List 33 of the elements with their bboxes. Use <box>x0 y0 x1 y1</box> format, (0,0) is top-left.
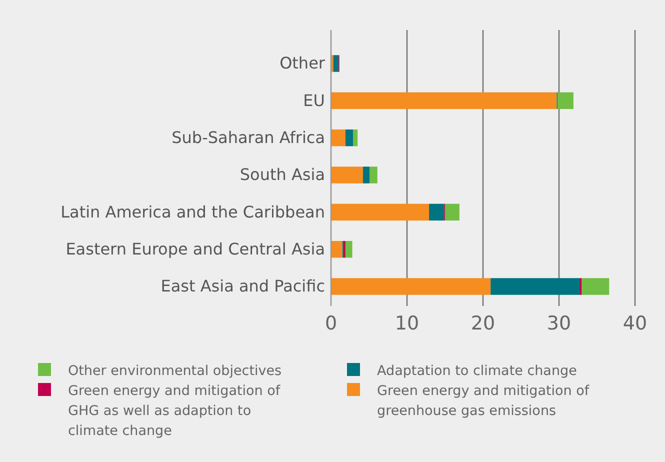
y-tick-label: Eastern Europe and Central Asia <box>66 239 325 258</box>
y-tick-label: East Asia and Pacific <box>160 276 325 296</box>
y-tick-label: Latin America and the Caribbean <box>60 202 325 222</box>
bar <box>429 204 444 221</box>
y-tick-label: South Asia <box>240 165 325 184</box>
legend-label: Green energy and mitigation of greenhouse gas emissions <box>377 383 590 419</box>
y-tick-label: Other <box>280 54 326 73</box>
bar <box>331 278 491 295</box>
bar <box>445 204 460 221</box>
bar <box>370 166 378 184</box>
y-tick-label: Sub-Saharan Africa <box>172 128 325 147</box>
legend-label: Other environmental objectives <box>68 363 282 379</box>
bar <box>331 204 430 221</box>
bar <box>345 129 354 146</box>
bar <box>331 240 342 258</box>
bar <box>331 92 557 110</box>
bar <box>333 55 339 72</box>
x-tick-label: 30 <box>546 312 572 334</box>
bar <box>353 129 358 146</box>
y-tick-label: EU <box>303 90 325 110</box>
legend-label: Green energy and mitigation of GHG as well as adaption to climate change <box>68 383 282 439</box>
x-tick-label: 10 <box>394 312 420 334</box>
bar <box>582 278 610 295</box>
bar <box>345 240 352 258</box>
bar <box>362 166 370 184</box>
bar <box>331 166 363 184</box>
x-tick-label: 40 <box>622 312 648 334</box>
legend-label: Adaptation to climate change <box>377 363 577 379</box>
bar <box>490 278 580 295</box>
bar <box>557 92 574 110</box>
x-tick-label: 20 <box>470 312 496 334</box>
bar <box>331 129 346 146</box>
x-tick-label: 0 <box>324 312 338 334</box>
